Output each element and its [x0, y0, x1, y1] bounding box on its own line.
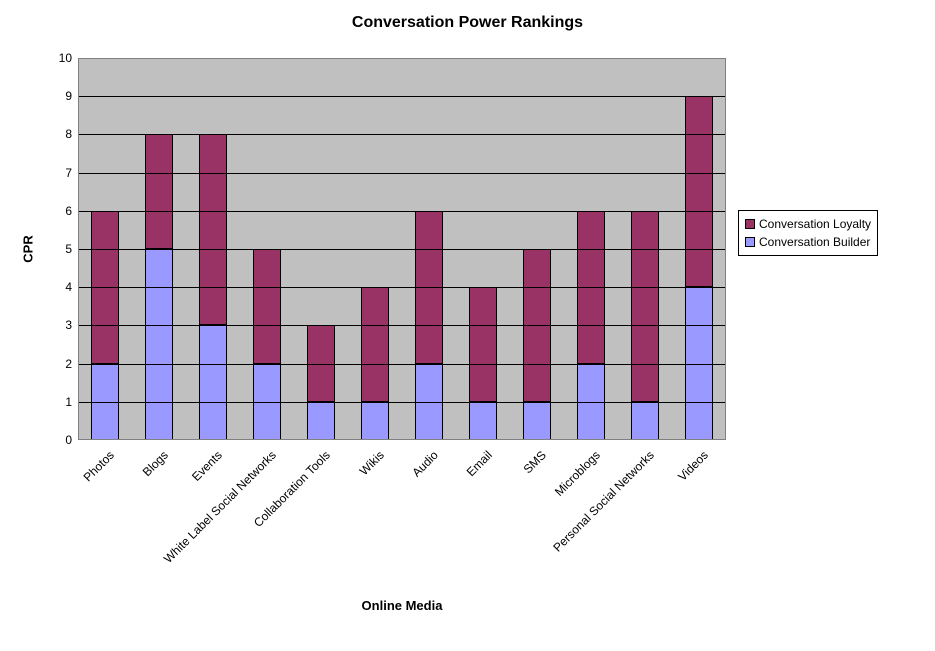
chart-title: Conversation Power Rankings	[0, 14, 935, 32]
x-tick-label: Blogs	[140, 448, 171, 479]
x-axis-title: Online Media	[78, 598, 726, 613]
y-tick-label: 2	[52, 357, 72, 371]
bar-segment	[361, 402, 389, 440]
grid-line	[78, 211, 726, 212]
x-tick-label: Photos	[81, 448, 117, 484]
bar-segment	[469, 287, 497, 402]
bar-segment	[199, 134, 227, 325]
bar-segment	[469, 402, 497, 440]
y-tick-label: 1	[52, 395, 72, 409]
y-tick-label: 6	[52, 204, 72, 218]
x-tick-label: Microblogs	[552, 448, 603, 499]
bar-segment	[145, 134, 173, 249]
bar-segment	[631, 402, 659, 440]
legend-label: Conversation Loyalty	[759, 215, 871, 233]
y-tick-label: 5	[52, 242, 72, 256]
bar-segment	[199, 325, 227, 440]
y-axis: 012345678910	[54, 58, 76, 440]
plot-border	[78, 58, 726, 59]
bar-segment	[685, 96, 713, 287]
x-axis-labels: Photos Blogs EventsWhite Label Social Netw…	[78, 444, 726, 604]
y-tick-label: 0	[52, 433, 72, 447]
x-tick-label: Videos	[675, 448, 711, 484]
y-tick-label: 10	[52, 51, 72, 65]
x-tick-label: Personal Social Networks	[550, 448, 657, 555]
grid-line	[78, 287, 726, 288]
grid-line	[78, 134, 726, 135]
x-tick-label: SMS	[521, 448, 549, 476]
x-tick-label: Audio	[409, 448, 441, 480]
y-axis-label: CPR	[21, 235, 36, 262]
x-tick-label: Events	[189, 448, 225, 484]
bar-segment	[523, 402, 551, 440]
bar-segment	[361, 287, 389, 402]
grid-line	[78, 364, 726, 365]
y-tick-label: 3	[52, 318, 72, 332]
grid-line	[78, 325, 726, 326]
bar-segment	[307, 402, 335, 440]
legend-label: Conversation Builder	[759, 233, 870, 251]
y-tick-label: 9	[52, 89, 72, 103]
legend: Conversation LoyaltyConversation Builder	[738, 210, 878, 256]
legend-row: Conversation Loyalty	[745, 215, 871, 233]
x-tick-label: Email	[464, 448, 495, 479]
y-tick-label: 7	[52, 166, 72, 180]
plot-border	[78, 58, 79, 440]
plot-border	[725, 58, 726, 440]
grid-line	[78, 402, 726, 403]
y-tick-label: 4	[52, 280, 72, 294]
legend-row: Conversation Builder	[745, 233, 871, 251]
legend-swatch	[745, 219, 755, 229]
legend-swatch	[745, 237, 755, 247]
bar-segment	[631, 211, 659, 402]
bar-segment	[253, 249, 281, 364]
plot-border	[78, 439, 726, 440]
grid-line	[78, 249, 726, 250]
y-tick-label: 8	[52, 127, 72, 141]
x-tick-label: Wikis	[357, 448, 387, 478]
bar-segment	[145, 249, 173, 440]
grid-line	[78, 173, 726, 174]
x-tick-label: White Label Social Networks	[161, 448, 279, 566]
grid-line	[78, 96, 726, 97]
plot-area	[78, 58, 726, 440]
